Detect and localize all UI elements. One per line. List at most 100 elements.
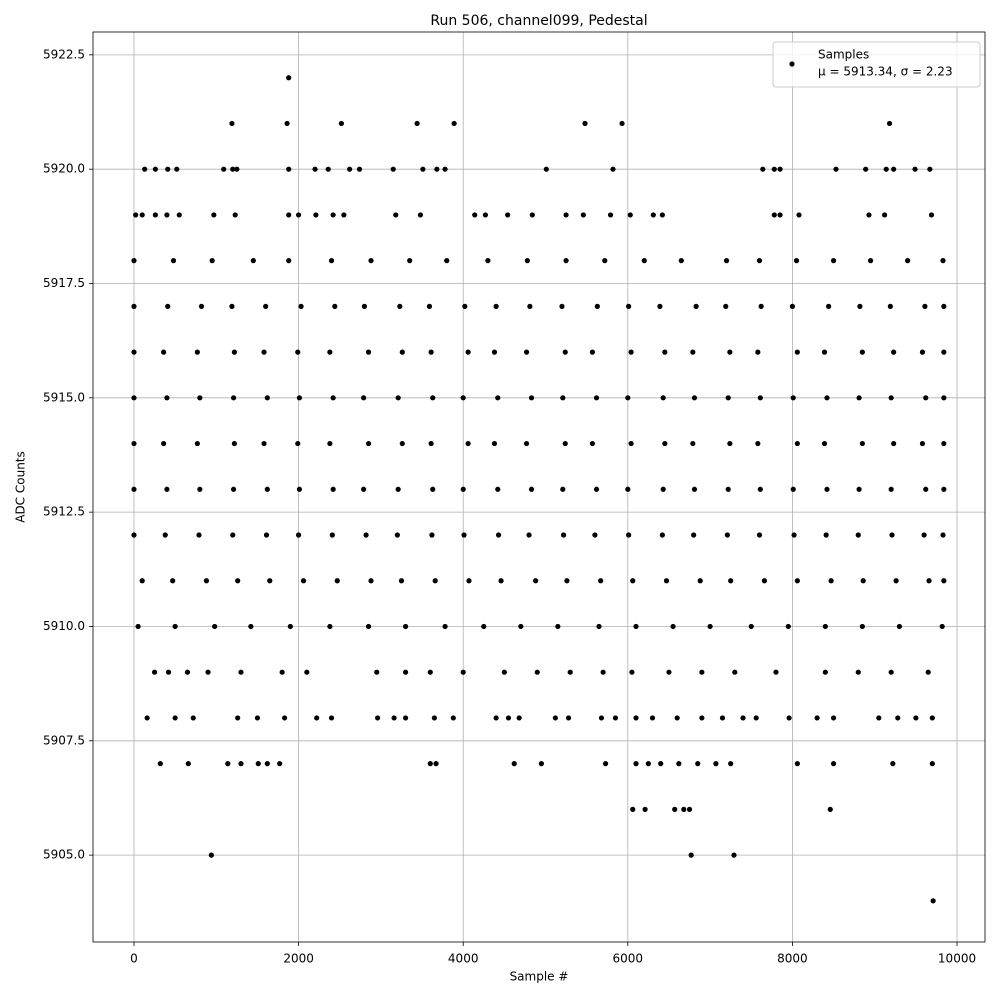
point [863, 166, 869, 172]
point [428, 349, 434, 355]
point [375, 715, 381, 721]
point [485, 258, 491, 264]
y-tick-label: 5917.5 [43, 276, 85, 290]
point [602, 258, 608, 264]
point [939, 623, 945, 630]
point [940, 258, 946, 264]
point [414, 120, 420, 127]
point [612, 715, 619, 721]
point [888, 669, 894, 675]
point [397, 303, 403, 309]
point [255, 761, 261, 767]
point [830, 258, 837, 264]
point [330, 486, 336, 492]
point [284, 120, 290, 127]
point [941, 349, 947, 355]
point [821, 440, 828, 447]
point [361, 303, 368, 309]
point [922, 303, 928, 309]
point [555, 623, 561, 630]
point [390, 166, 396, 172]
point [887, 303, 893, 309]
point [771, 212, 777, 218]
point [347, 166, 353, 172]
point [248, 623, 254, 630]
point [761, 578, 768, 584]
chart-title: Run 506, channel099, Pedestal [430, 13, 647, 29]
point [230, 395, 237, 401]
point [329, 532, 335, 538]
point [589, 440, 596, 447]
point [135, 623, 141, 630]
point [402, 669, 409, 675]
point [296, 395, 303, 401]
point [593, 486, 600, 492]
point [921, 532, 927, 538]
point [161, 349, 167, 355]
point [598, 578, 604, 584]
point [314, 715, 320, 721]
point [691, 532, 697, 538]
point [859, 623, 865, 630]
point [771, 166, 777, 172]
point [725, 486, 731, 492]
point [399, 440, 405, 447]
point [794, 761, 800, 767]
point [528, 486, 535, 492]
point [332, 303, 338, 309]
point [686, 806, 693, 812]
point [628, 349, 634, 355]
point [857, 303, 863, 309]
point [941, 303, 947, 309]
x-tick-label: 10000 [938, 952, 976, 966]
point [420, 166, 426, 172]
point [580, 212, 586, 218]
point [432, 578, 438, 584]
point [330, 212, 336, 218]
point [361, 395, 367, 401]
point [693, 303, 699, 309]
point [543, 166, 549, 172]
point [511, 761, 517, 767]
point [666, 669, 672, 675]
point [162, 532, 168, 538]
point [235, 715, 241, 721]
point [170, 578, 176, 584]
point [238, 761, 244, 767]
point [172, 623, 178, 630]
point [670, 623, 676, 630]
point [594, 303, 600, 309]
point [681, 806, 687, 812]
point [144, 715, 150, 721]
point [890, 761, 896, 767]
point [327, 349, 333, 355]
point [442, 623, 448, 630]
point [794, 440, 800, 447]
point [230, 166, 236, 172]
point [295, 532, 302, 538]
point [919, 440, 926, 447]
point [298, 303, 304, 309]
point [596, 623, 602, 630]
point [727, 349, 733, 355]
point [229, 303, 235, 309]
point [261, 349, 267, 355]
point [740, 715, 746, 721]
point [796, 212, 802, 218]
point [286, 166, 292, 172]
point [286, 75, 292, 81]
legend-label: Samples [818, 48, 869, 62]
point [926, 578, 932, 584]
point [462, 303, 468, 309]
point [176, 212, 182, 218]
point [429, 532, 435, 538]
point [190, 715, 196, 721]
point [789, 303, 796, 309]
point [760, 166, 766, 172]
point [460, 486, 466, 492]
point [723, 258, 730, 264]
point [855, 532, 861, 538]
point [402, 623, 409, 630]
point [263, 303, 269, 309]
y-tick-label: 5910.0 [43, 619, 85, 633]
